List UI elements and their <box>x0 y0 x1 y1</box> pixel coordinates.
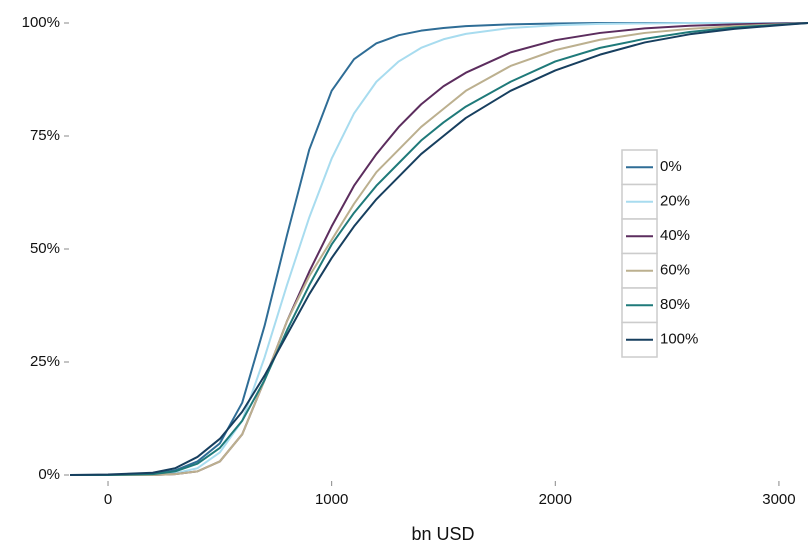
x-axis-label: bn USD <box>411 524 474 544</box>
x-tick-label: 0 <box>104 491 112 508</box>
legend-label: 20% <box>660 193 690 210</box>
series-line <box>70 22 808 476</box>
legend-label: 80% <box>660 296 690 313</box>
legend-label: 40% <box>660 227 690 244</box>
series-line <box>70 22 808 476</box>
series-line <box>70 22 808 476</box>
y-tick-label: 25% <box>30 353 60 370</box>
legend-label: 100% <box>660 331 698 348</box>
y-tick-label: 0% <box>38 466 60 483</box>
x-tick-label: 1000 <box>315 491 348 508</box>
y-tick-label: 75% <box>30 127 60 144</box>
x-tick-label: 2000 <box>539 491 572 508</box>
legend-label: 0% <box>660 158 682 175</box>
x-tick-label: 3000 <box>762 491 795 508</box>
y-tick-label: 50% <box>30 240 60 257</box>
y-tick-label: 100% <box>22 14 60 31</box>
legend-label: 60% <box>660 262 690 279</box>
series-line <box>69 22 808 476</box>
series-line <box>70 22 808 476</box>
